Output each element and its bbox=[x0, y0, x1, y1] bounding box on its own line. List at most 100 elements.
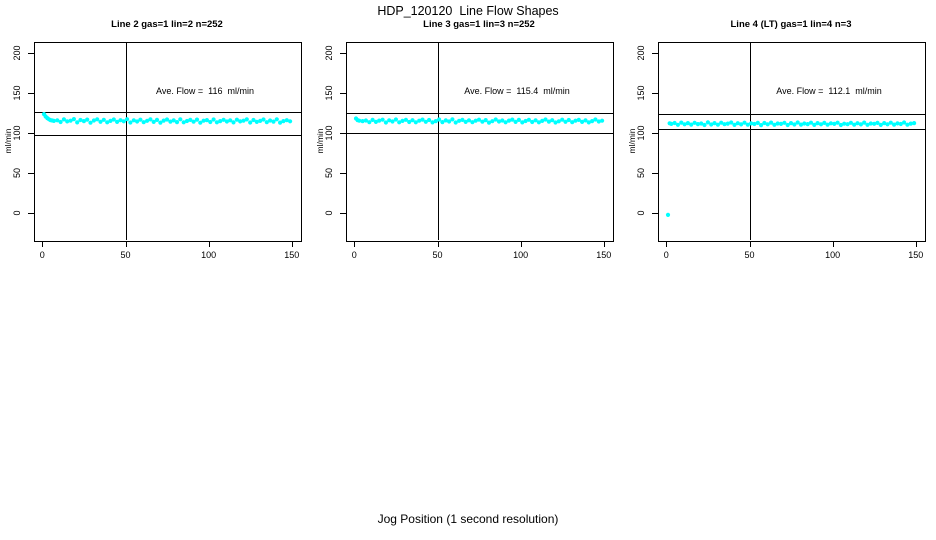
horizontal-reference-line bbox=[35, 134, 301, 136]
data-point bbox=[483, 118, 488, 123]
data-point bbox=[268, 118, 273, 123]
data-point bbox=[447, 119, 452, 124]
data-point bbox=[231, 120, 236, 125]
data-point bbox=[566, 117, 571, 123]
data-point bbox=[822, 120, 827, 125]
data-point bbox=[221, 117, 226, 122]
data-point bbox=[111, 117, 116, 122]
data-point bbox=[759, 123, 764, 128]
y-tick-mark bbox=[340, 53, 346, 55]
data-point bbox=[138, 117, 143, 122]
data-point bbox=[868, 121, 873, 126]
data-point bbox=[510, 117, 515, 122]
plot-box bbox=[346, 42, 614, 242]
y-tick-mark bbox=[28, 133, 34, 135]
data-point bbox=[360, 119, 365, 124]
data-point bbox=[101, 117, 106, 122]
data-point bbox=[513, 119, 518, 124]
data-point bbox=[493, 117, 498, 122]
data-point bbox=[184, 118, 190, 124]
data-point bbox=[715, 122, 720, 127]
y-tick-mark bbox=[652, 213, 658, 215]
data-point bbox=[739, 122, 744, 127]
x-tick-label: 0 bbox=[351, 250, 357, 260]
data-point bbox=[812, 122, 817, 127]
data-point bbox=[281, 119, 286, 124]
data-point bbox=[536, 120, 541, 125]
x-tick-mark bbox=[42, 241, 44, 247]
data-point bbox=[460, 117, 465, 122]
chart-panel: Line 4 (LT) gas=1 lin=4 n=3 0 50 100 150 200 0… bbox=[624, 0, 936, 270]
horizontal-reference-line bbox=[347, 112, 613, 114]
plot-box bbox=[658, 42, 926, 242]
data-point bbox=[749, 121, 754, 126]
data-point bbox=[735, 121, 740, 126]
data-point bbox=[214, 120, 219, 125]
data-point bbox=[798, 122, 804, 127]
data-point bbox=[238, 119, 243, 124]
data-point bbox=[403, 117, 408, 122]
data-point bbox=[570, 120, 575, 125]
data-point bbox=[576, 117, 581, 122]
data-point bbox=[882, 121, 887, 126]
data-point bbox=[500, 118, 505, 123]
data-point bbox=[463, 119, 468, 124]
data-point bbox=[194, 117, 200, 122]
data-point bbox=[792, 122, 797, 127]
data-point bbox=[573, 118, 578, 123]
data-point bbox=[802, 121, 807, 126]
data-point bbox=[98, 119, 103, 124]
data-point bbox=[593, 117, 598, 122]
x-tick-label: 0 bbox=[39, 250, 45, 260]
data-point bbox=[675, 122, 680, 127]
data-point bbox=[556, 119, 561, 124]
data-point bbox=[55, 118, 60, 123]
x-tick-mark bbox=[437, 241, 439, 247]
data-point bbox=[795, 120, 800, 125]
data-point bbox=[135, 119, 140, 124]
data-point bbox=[198, 120, 203, 125]
data-point bbox=[258, 118, 263, 123]
data-point bbox=[685, 121, 690, 126]
data-point bbox=[274, 117, 279, 122]
x-tick-mark bbox=[749, 241, 751, 247]
data-point bbox=[888, 120, 893, 125]
chart-panel: Line 2 gas=1 lin=2 n=252 0 50 100 150 200 0 50 1… bbox=[0, 0, 312, 270]
data-point bbox=[121, 119, 126, 124]
data-point bbox=[261, 117, 266, 122]
y-tick-mark bbox=[652, 53, 658, 55]
data-point bbox=[397, 120, 402, 125]
data-point bbox=[470, 120, 475, 125]
data-point bbox=[875, 120, 880, 125]
x-tick-label: 50 bbox=[432, 250, 443, 260]
x-tick-mark bbox=[666, 241, 668, 247]
x-axis-outer-label: Jog Position (1 second resolution) bbox=[377, 512, 559, 526]
data-point bbox=[682, 122, 687, 127]
x-tick-mark bbox=[291, 241, 293, 247]
data-point bbox=[410, 118, 415, 123]
data-point bbox=[457, 118, 462, 123]
data-point bbox=[729, 120, 734, 125]
data-point bbox=[357, 118, 362, 123]
data-point bbox=[453, 120, 458, 125]
data-point bbox=[380, 117, 385, 122]
data-point bbox=[838, 122, 843, 128]
data-point bbox=[533, 118, 538, 123]
average-flow-annotation: Ave. Flow = 116 ml/min bbox=[156, 86, 254, 96]
data-point bbox=[775, 121, 780, 126]
data-point bbox=[390, 119, 395, 124]
plot-box bbox=[34, 42, 302, 242]
data-point bbox=[264, 120, 269, 125]
x-tick-label: 100 bbox=[825, 250, 841, 260]
data-point bbox=[417, 118, 422, 123]
scatter-points-layer bbox=[353, 116, 605, 125]
data-point bbox=[58, 119, 63, 125]
y-tick-mark bbox=[340, 213, 346, 215]
data-point bbox=[892, 122, 897, 127]
data-point bbox=[590, 119, 595, 124]
data-point bbox=[423, 119, 428, 124]
data-point bbox=[699, 121, 704, 126]
data-point bbox=[600, 118, 605, 123]
figure-title: HDP_120120 Line Flow Shapes bbox=[377, 4, 559, 18]
